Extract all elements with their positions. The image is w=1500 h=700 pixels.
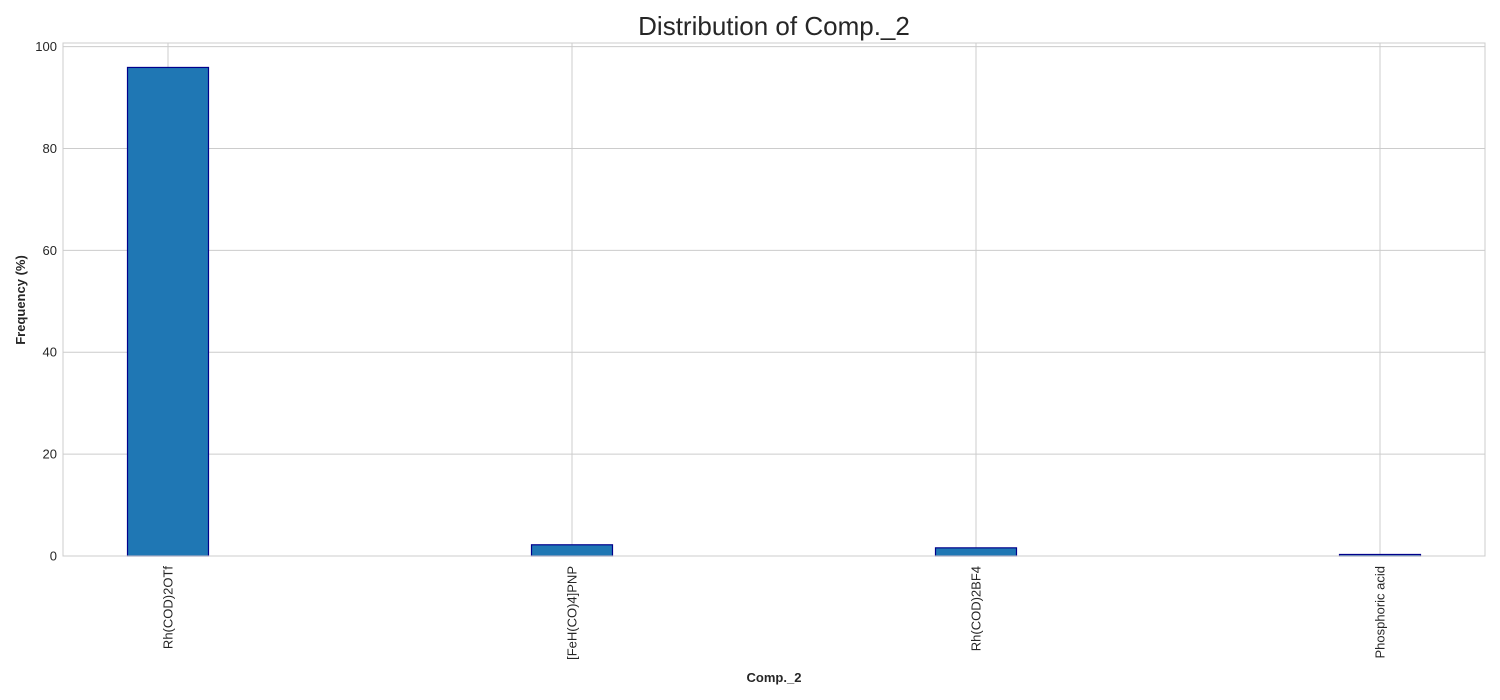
bars xyxy=(126,66,1422,557)
chart-title: Distribution of Comp._2 xyxy=(638,11,910,41)
bar xyxy=(530,544,614,557)
x-tick-label: Rh(COD)2OTf xyxy=(161,566,176,649)
y-tick-label: 60 xyxy=(43,243,57,258)
y-tick-label: 20 xyxy=(43,447,57,462)
x-tick-label: Rh(COD)2BF4 xyxy=(969,566,984,651)
bar xyxy=(934,547,1018,557)
x-axis-ticks: Rh(COD)2OTf [FeH(CO)4]PNP Rh(COD)2BF4 Phosp… xyxy=(161,566,1388,660)
y-tick-label: 40 xyxy=(43,345,57,360)
y-tick-label: 0 xyxy=(50,549,57,564)
bar xyxy=(126,66,210,557)
x-tick-label: [FeH(CO)4]PNP xyxy=(565,566,580,660)
y-axis-ticks: 0 20 40 60 80 100 xyxy=(35,39,57,563)
x-axis-label: Comp._2 xyxy=(747,670,802,685)
x-tick-label: Phosphoric acid xyxy=(1373,566,1388,659)
y-axis-label: Frequency (%) xyxy=(13,255,28,345)
plot-frame xyxy=(62,42,1486,557)
grid xyxy=(63,43,1485,557)
y-tick-label: 100 xyxy=(35,39,57,54)
y-tick-label: 80 xyxy=(43,141,57,156)
